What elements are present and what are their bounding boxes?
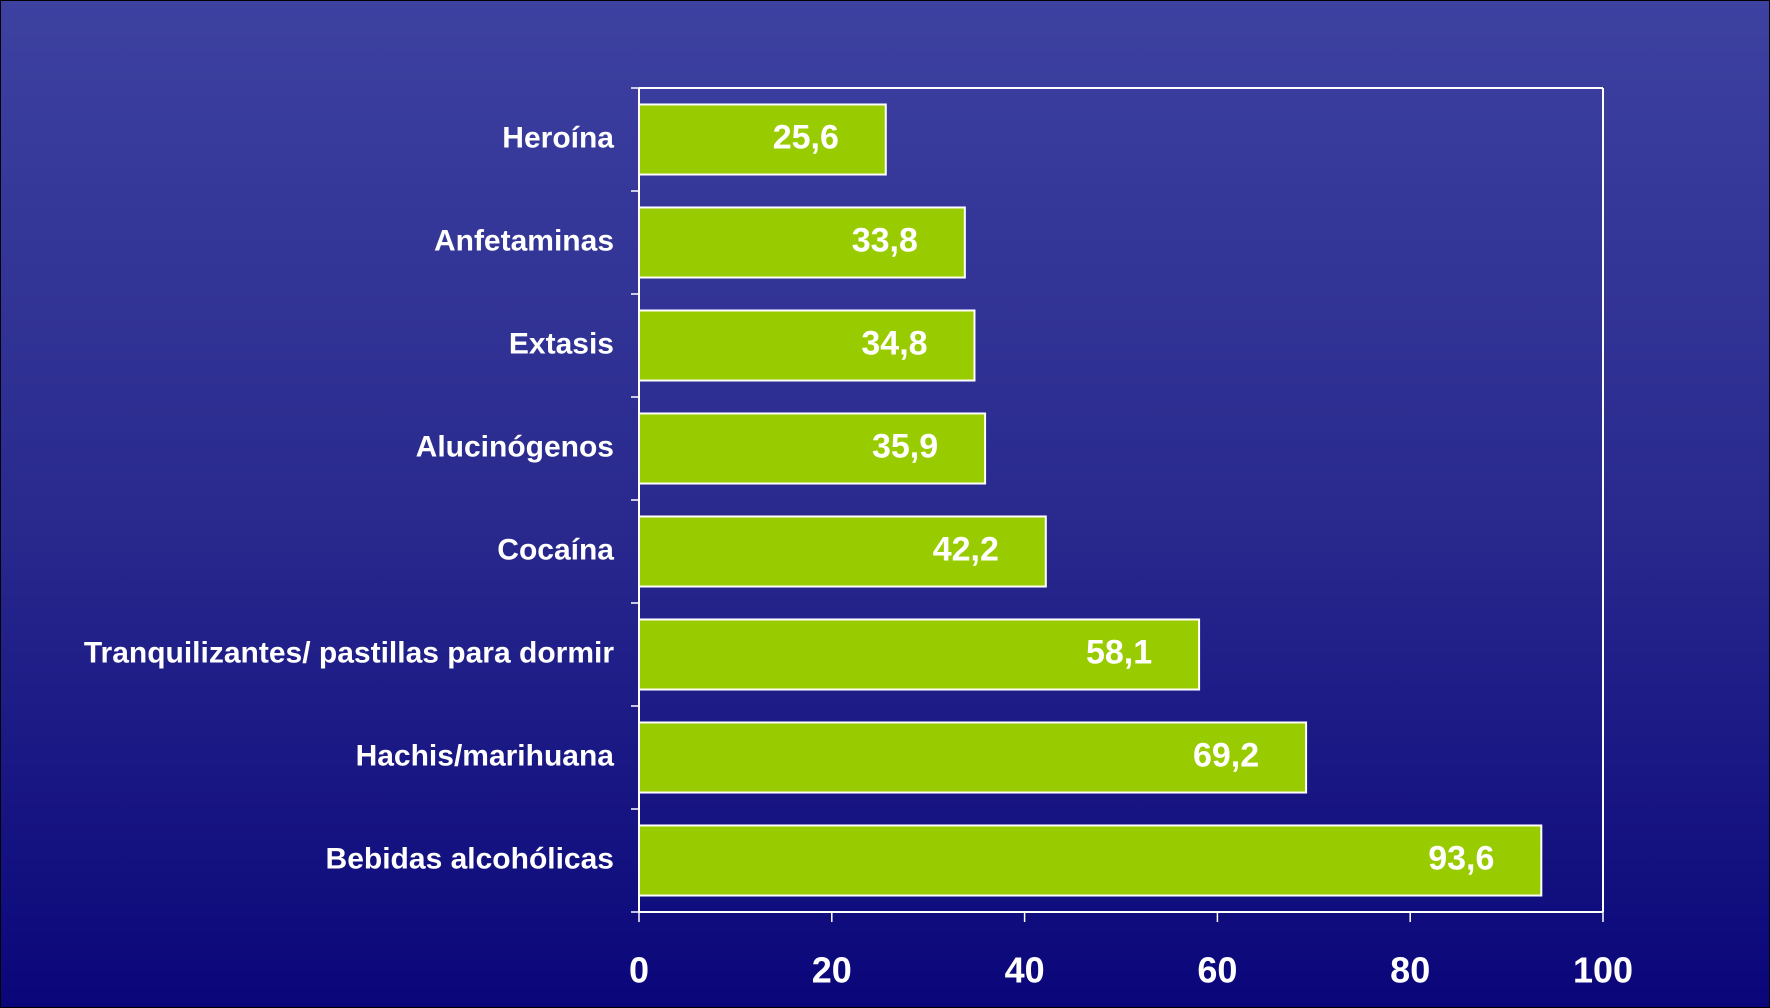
value-label: 35,9	[872, 427, 938, 465]
category-label: Cocaína	[497, 533, 614, 566]
x-tick-label: 40	[1005, 950, 1045, 991]
x-tick-label: 20	[812, 950, 852, 991]
category-label: Bebidas alcohólicas	[326, 842, 614, 875]
value-label: 34,8	[861, 324, 927, 362]
category-label: Hachis/marihuana	[356, 739, 615, 772]
value-label: 42,2	[933, 530, 999, 568]
x-tick-label: 100	[1573, 950, 1633, 991]
category-label: Alucinógenos	[416, 430, 614, 463]
category-label: Tranquilizantes/ pastillas para dormir	[84, 636, 614, 669]
category-label: Heroína	[502, 121, 614, 154]
bar	[638, 618, 1201, 691]
category-label: Anfetaminas	[434, 224, 614, 257]
plot-area: 0 20 40 60 80 100 Heroína 25,6 Anfetaminas 33,8 Ex…	[84, 87, 1633, 991]
bar	[638, 515, 1047, 588]
bar	[638, 103, 887, 176]
bar	[638, 824, 1543, 897]
value-label: 93,6	[1428, 839, 1494, 877]
bar	[638, 721, 1308, 794]
x-tick-label: 0	[629, 950, 649, 991]
category-label: Extasis	[509, 327, 614, 360]
value-label: 33,8	[852, 221, 918, 259]
value-label: 58,1	[1086, 633, 1152, 671]
value-label: 25,6	[773, 118, 839, 156]
x-tick-label: 80	[1390, 950, 1430, 991]
bar	[638, 412, 987, 485]
x-tick-label: 60	[1197, 950, 1237, 991]
bar	[638, 206, 966, 279]
value-label: 69,2	[1193, 736, 1259, 774]
